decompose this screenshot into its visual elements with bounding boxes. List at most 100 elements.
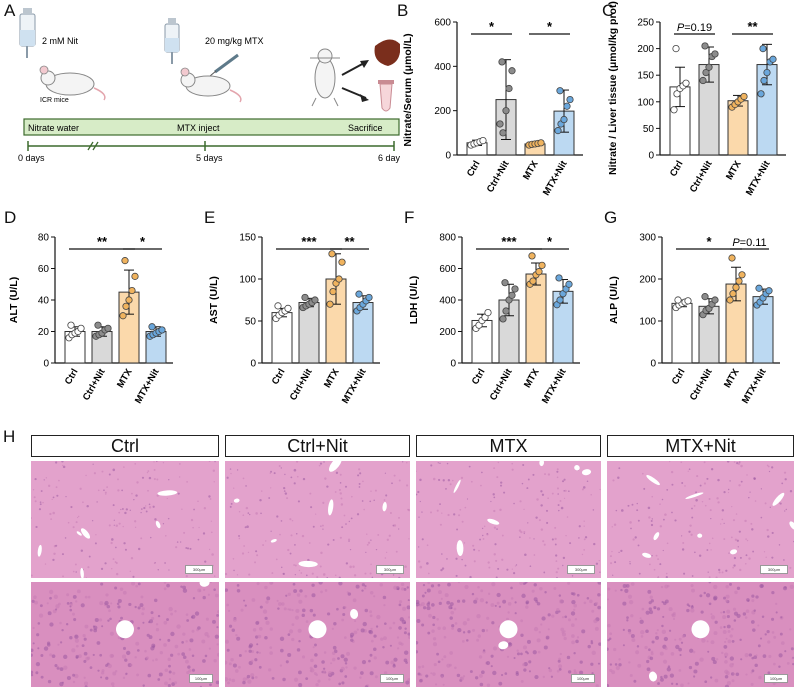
- category-label: Ctrl: [670, 367, 688, 387]
- chart-d-alt: D 0 20 40 60 80 ALT (U/L) Ctrl Ctrl+Nit MTXMTX+N…: [4, 208, 173, 406]
- category-label: MTX+Nit: [540, 366, 569, 405]
- y-tick-label: 100: [639, 317, 656, 328]
- histology-image-ctrl-low-mag: 300μm: [31, 461, 219, 578]
- data-point: [769, 55, 777, 63]
- y-tick-label: 200: [434, 106, 451, 117]
- category-label: Ctrl: [270, 367, 288, 387]
- data-point: [505, 84, 513, 93]
- y-tick-label: 0: [445, 151, 451, 162]
- data-point: [499, 315, 507, 323]
- data-point: [740, 92, 748, 101]
- category-label: MTX+Nit: [541, 158, 570, 197]
- y-axis-label: Nitrate/Serum (μmol/L): [402, 33, 414, 146]
- data-point: [131, 272, 139, 280]
- category-label: Ctrl+Nit: [688, 158, 715, 194]
- data-point: [563, 102, 571, 110]
- y-tick-label: 0: [250, 359, 256, 370]
- data-point: [502, 307, 510, 315]
- y-tick-label: 200: [637, 44, 654, 55]
- liver-icon: [374, 39, 400, 66]
- significance-label: *: [140, 234, 146, 249]
- histology-image-mtx-nit-low-mag: 300μm: [607, 461, 794, 578]
- y-tick-label: 50: [643, 124, 655, 135]
- category-label: Ctrl+Nit: [288, 366, 315, 402]
- y-tick-label: 600: [439, 264, 456, 275]
- significance-label: **: [97, 234, 108, 249]
- chart-f-ldh: F 0 200 400 600 800 LDH (U/L) Ctrl Ctrl+Nit MTXM…: [404, 208, 580, 406]
- y-tick-label: 20: [38, 327, 50, 338]
- water-bottle-icon: [19, 8, 36, 58]
- y-tick-label: 200: [639, 275, 656, 286]
- y-tick-label: 0: [648, 151, 654, 162]
- category-label: Ctrl: [63, 367, 81, 387]
- data-point: [726, 296, 734, 304]
- category-label: Ctrl+Nit: [81, 366, 108, 402]
- category-label: Ctrl+Nit: [688, 366, 715, 402]
- data-point: [699, 76, 707, 85]
- category-label: MTX: [322, 366, 342, 389]
- category-label: Ctrl+Nit: [485, 158, 512, 194]
- y-tick-label: 60: [38, 264, 50, 275]
- y-tick-label: 150: [637, 71, 654, 82]
- data-point: [355, 290, 363, 298]
- data-point: [755, 284, 763, 292]
- data-point: [565, 280, 573, 288]
- panel-h-label-wrap: H: [3, 427, 15, 446]
- y-tick-label: 150: [239, 233, 256, 244]
- data-point: [728, 254, 736, 262]
- scale-bar: 100μm: [380, 674, 404, 683]
- scale-bar: 100μm: [189, 674, 213, 683]
- category-label: MTX+Nit: [744, 158, 773, 197]
- timeline-bar: [23, 118, 400, 136]
- significance-label: ***: [301, 234, 317, 249]
- histology-image-mtx-nit-high-mag: 100μm: [607, 582, 794, 687]
- data-point: [502, 107, 510, 115]
- data-point: [701, 42, 709, 50]
- data-point: [119, 312, 127, 320]
- panel-label-a: A: [4, 1, 16, 20]
- significance-label: **: [747, 19, 758, 34]
- data-point: [701, 293, 709, 301]
- y-tick-label: 100: [239, 275, 256, 286]
- category-label: Ctrl: [470, 367, 488, 387]
- bar-ctrl: [671, 302, 693, 364]
- y-tick-label: 0: [450, 359, 456, 370]
- data-point: [682, 79, 690, 87]
- histology-image-ctrl-high-mag: 100μm: [31, 582, 219, 687]
- significance-label: *: [547, 19, 553, 34]
- data-point: [311, 296, 319, 304]
- data-point: [674, 296, 682, 304]
- data-point: [759, 44, 767, 53]
- data-point: [529, 277, 537, 285]
- data-point: [556, 296, 564, 304]
- panel-label-b: B: [397, 1, 408, 20]
- data-point: [121, 257, 129, 265]
- data-point: [732, 283, 740, 292]
- bar-ctrl-nit: [298, 302, 320, 364]
- y-tick-label: 400: [439, 296, 456, 307]
- data-point: [496, 120, 504, 128]
- data-point: [763, 68, 771, 77]
- data-point: [122, 302, 130, 310]
- blood-tube-icon: [378, 80, 394, 112]
- y-tick-label: 600: [434, 18, 451, 29]
- y-tick-label: 100: [637, 97, 654, 108]
- y-tick-label: 50: [245, 317, 257, 328]
- nit-label: 2 mM Nit: [42, 36, 78, 46]
- panel-a-schematic: A 2 mM Nit ICR mice 20 mg/kg MTX: [4, 1, 400, 163]
- panel-label-h: H: [3, 427, 15, 446]
- data-point: [479, 136, 487, 145]
- data-point: [556, 87, 564, 95]
- data-point: [670, 106, 678, 114]
- y-tick-label: 200: [439, 327, 456, 338]
- y-tick-label: 300: [639, 233, 656, 244]
- y-tick-label: 0: [650, 359, 656, 370]
- data-point: [535, 268, 543, 276]
- data-point: [537, 139, 545, 147]
- scale-bar: 300μm: [376, 565, 404, 574]
- arrow-icon: [341, 60, 369, 102]
- data-point: [125, 296, 133, 304]
- data-point: [528, 252, 536, 260]
- category-label: Ctrl+Nit: [488, 366, 515, 402]
- chart-b-nitrate-serum: B 0 200 400 600 Nitrate/Serum (μmol/L) Ctrl Ct…: [397, 1, 583, 198]
